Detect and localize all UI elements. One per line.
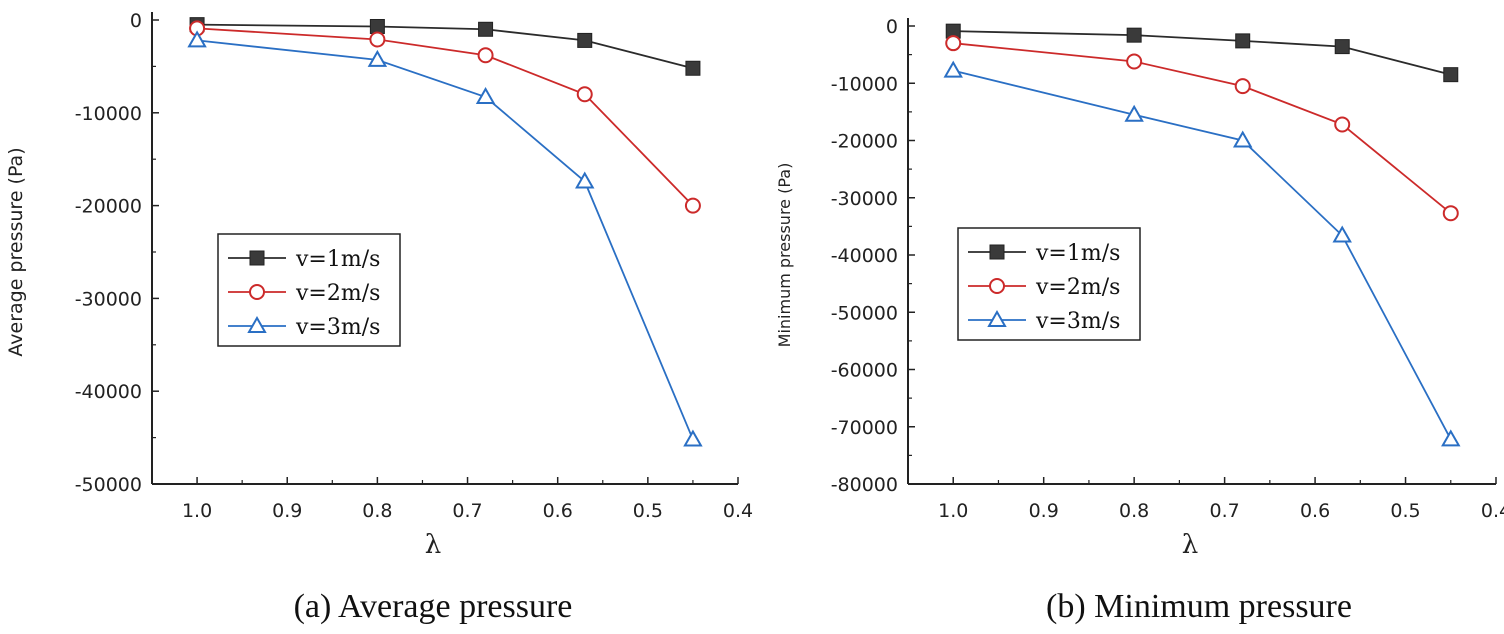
- legend: v=1m/s v=2m/s v=3m/s: [217, 233, 401, 347]
- y-tick-label: -60000: [831, 360, 898, 382]
- data-point: [577, 32, 593, 48]
- data-point: [576, 86, 593, 103]
- legend-label: v=2m/s: [1035, 275, 1120, 300]
- series-v-2m-s: [189, 20, 701, 214]
- legend-marker: [989, 244, 1005, 260]
- legend: v=1m/s v=2m/s v=3m/s: [957, 227, 1141, 341]
- y-tick-label: -50000: [75, 474, 142, 496]
- x-axis-title: λ: [425, 530, 441, 560]
- data-point: [575, 171, 595, 189]
- legend-box: [957, 227, 1141, 341]
- legend-label: v=2m/s: [295, 281, 380, 306]
- data-point: [1441, 429, 1461, 447]
- data-point: [685, 60, 701, 76]
- x-tick-label: 0.6: [543, 500, 573, 522]
- x-axis-title: λ: [1182, 530, 1198, 560]
- series-v-1m-s: [189, 17, 701, 76]
- x-tick-label: 0.8: [1119, 500, 1149, 522]
- data-point: [369, 18, 385, 34]
- data-point: [187, 30, 207, 48]
- y-tick-labels: 0 -10000 -20000 -30000 -40000 -50000: [75, 10, 159, 496]
- y-tick-label: 0: [886, 16, 898, 38]
- data-point: [1126, 27, 1142, 43]
- x-tick-label: 1.0: [938, 500, 968, 522]
- y-tick-label: -20000: [75, 196, 142, 218]
- data-point: [1334, 116, 1351, 133]
- y-tick-label: -30000: [75, 288, 142, 310]
- legend-label: v=3m/s: [295, 315, 380, 340]
- x-tick-label: 0.6: [1300, 500, 1330, 522]
- legend-label: v=1m/s: [1035, 241, 1120, 266]
- data-point: [478, 21, 494, 37]
- data-point: [477, 47, 494, 64]
- x-tick-label: 0.7: [1210, 500, 1240, 522]
- y-tick-label: -10000: [75, 103, 142, 125]
- series-line: [953, 30, 1451, 76]
- x-tick-label: 0.7: [452, 500, 482, 522]
- series-v-2m-s: [945, 35, 1459, 222]
- legend-label: v=3m/s: [1035, 309, 1120, 334]
- x-tick-label: 0.9: [1029, 500, 1059, 522]
- y-tick-label: 0: [130, 10, 142, 32]
- x-tick-labels: 1.0 0.9 0.8 0.7 0.6 0.5 0.4: [182, 477, 753, 522]
- data-point: [945, 35, 962, 52]
- x-tick-label: 0.5: [633, 500, 663, 522]
- y-tick-label: -20000: [831, 131, 898, 153]
- data-point: [684, 197, 701, 214]
- legend-marker: [249, 250, 265, 266]
- y-tick-label: -70000: [831, 417, 898, 439]
- data-point: [367, 49, 388, 67]
- series-line: [197, 27, 694, 207]
- data-point: [475, 87, 496, 105]
- y-axis-title: Minimum pressure (Pa): [775, 163, 794, 348]
- y-tick-labels: 0 -10000 -20000 -30000 -40000 -50000 -60000 -70…: [831, 16, 915, 496]
- y-axis-title: Average pressure (Pa): [5, 147, 27, 356]
- x-tick-label: 1.0: [182, 500, 212, 522]
- data-point: [1443, 67, 1459, 83]
- y-tick-label: -40000: [831, 245, 898, 267]
- data-point: [683, 429, 703, 447]
- data-point: [1235, 33, 1251, 49]
- data-point: [943, 60, 963, 78]
- data-point: [1234, 78, 1251, 95]
- data-point: [1124, 104, 1144, 122]
- legend-marker: [249, 284, 265, 300]
- x-tick-label: 0.9: [272, 500, 302, 522]
- series-v-3m-s: [943, 60, 1461, 447]
- chart-a: 0 -10000 -20000 -30000 -40000 -50000 1.0 0.9 0.8…: [5, 10, 753, 625]
- x-tick-label: 0.4: [723, 500, 753, 522]
- series-v-3m-s: [187, 30, 703, 447]
- series-line: [197, 23, 694, 70]
- data-point: [369, 31, 386, 48]
- chart-b: 0 -10000 -20000 -30000 -40000 -50000 -60000 -70…: [775, 16, 1504, 625]
- legend-label: v=1m/s: [295, 247, 380, 272]
- series-v-1m-s: [945, 23, 1459, 83]
- y-tick-label: -40000: [75, 381, 142, 403]
- legend-box: [217, 233, 401, 347]
- y-tick-label: -30000: [831, 188, 898, 210]
- figure-caption: (a) Average pressure: [294, 588, 573, 625]
- data-point: [1126, 53, 1143, 70]
- y-tick-label: -50000: [831, 302, 898, 324]
- y-tick-label: -10000: [831, 73, 898, 95]
- y-tick-label: -80000: [831, 474, 898, 496]
- legend-marker: [247, 315, 267, 333]
- x-tick-label: 0.4: [1481, 500, 1504, 522]
- x-tick-label: 0.8: [362, 500, 392, 522]
- legend-marker: [987, 309, 1007, 327]
- data-point: [1442, 205, 1459, 222]
- legend-marker: [989, 278, 1005, 294]
- data-point: [1332, 225, 1352, 243]
- data-point: [1334, 39, 1350, 55]
- data-point: [1232, 130, 1253, 148]
- x-tick-label: 0.5: [1390, 500, 1420, 522]
- x-tick-labels: 1.0 0.9 0.8 0.7 0.6 0.5 0.4: [938, 477, 1504, 522]
- series-line: [953, 42, 1452, 214]
- figure-caption: (b) Minimum pressure: [1046, 588, 1352, 625]
